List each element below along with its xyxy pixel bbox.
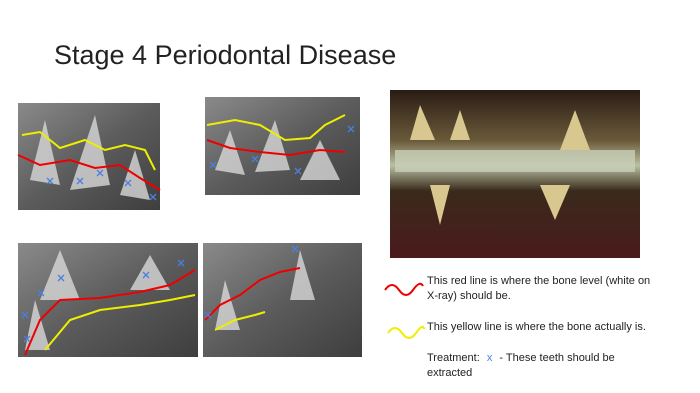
yellow-line-note: This yellow line is where the bone actua… bbox=[427, 321, 646, 333]
xray-image bbox=[18, 243, 198, 357]
extract-markers bbox=[21, 125, 355, 343]
xray-image bbox=[205, 97, 360, 195]
xray-image bbox=[17, 103, 161, 210]
treatment-text: - These teeth should be extracted bbox=[427, 352, 615, 379]
treatment-note: Treatment: x - These teeth should be ext… bbox=[427, 351, 657, 381]
treatment-label: Treatment: bbox=[427, 352, 480, 364]
yellow-line-swatch bbox=[387, 325, 425, 339]
treatment-marker: x bbox=[486, 352, 493, 364]
slide-title: Stage 4 Periodontal Disease bbox=[54, 40, 397, 70]
red-line-note: This red line is where the bone level (w… bbox=[427, 275, 651, 302]
dental-photo bbox=[390, 90, 640, 258]
xray-image bbox=[203, 243, 362, 357]
red-line-swatch bbox=[384, 282, 424, 296]
